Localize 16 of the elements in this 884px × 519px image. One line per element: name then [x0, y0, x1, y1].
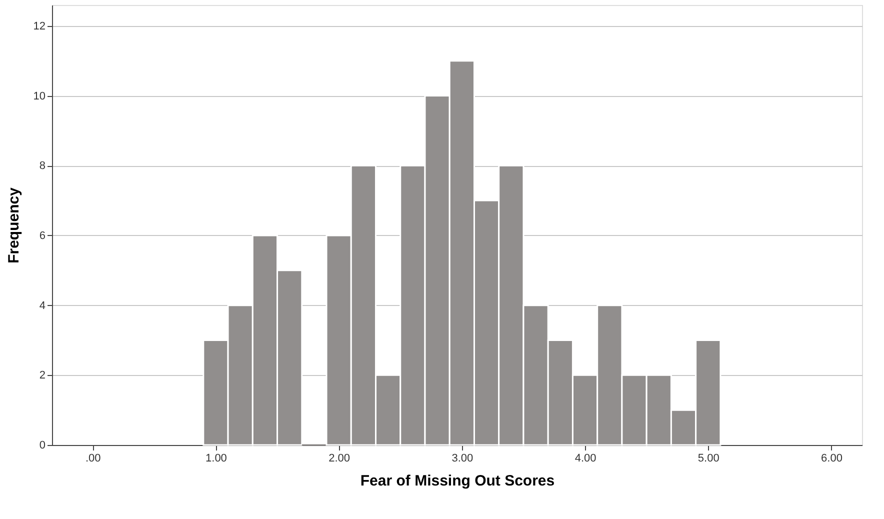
y-tick-label: 10	[33, 90, 46, 102]
y-tick-label: 6	[39, 230, 46, 242]
y-axis-title: Frequency	[5, 186, 22, 264]
x-tick-label: 6.00	[821, 452, 842, 464]
x-tick-label: 1.00	[206, 452, 227, 464]
y-tick-label: 0	[39, 440, 46, 452]
y-tick-label: 2	[39, 370, 46, 382]
y-tick-label: 12	[33, 20, 46, 32]
x-tick-label: 2.00	[328, 452, 350, 464]
x-axis-title: Fear of Missing Out Scores	[360, 472, 555, 490]
x-tick-label: 3.00	[452, 452, 474, 464]
y-tick-label: 4	[39, 300, 46, 312]
x-tick-label: 5.00	[698, 452, 720, 464]
x-tick-label: 4.00	[574, 452, 596, 464]
y-tick-label: 8	[39, 160, 46, 172]
x-tick-label: .00	[85, 452, 101, 464]
